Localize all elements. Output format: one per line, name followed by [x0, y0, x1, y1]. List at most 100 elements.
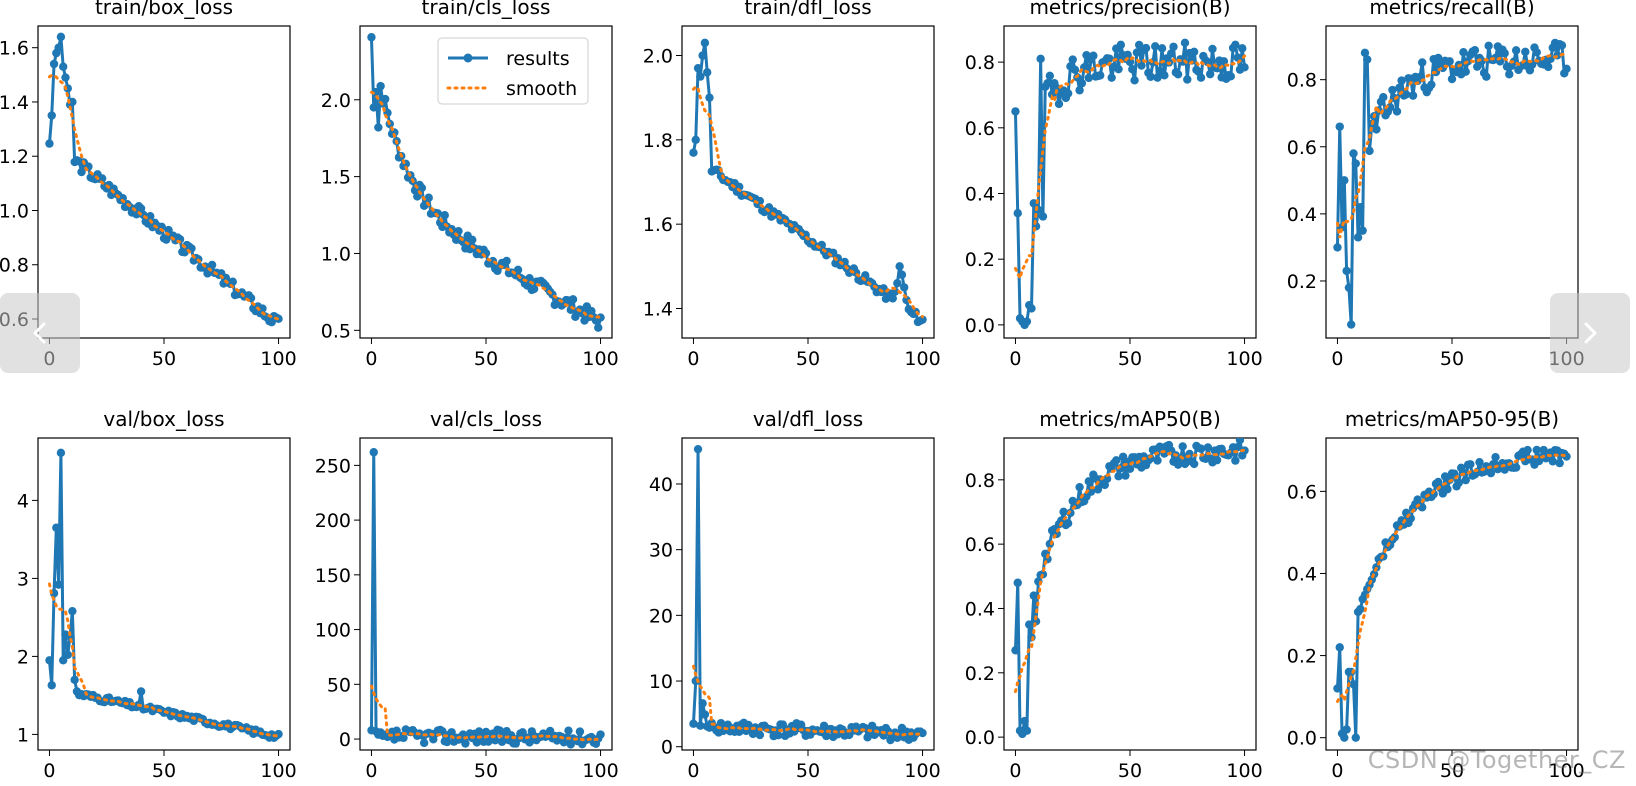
results-point [1183, 75, 1192, 84]
results-point [399, 733, 408, 743]
y-tick-label: 2 [17, 646, 29, 668]
y-tick-label: 0.0 [1287, 728, 1317, 750]
results-point [1189, 47, 1199, 57]
y-tick-label: 0.8 [0, 255, 29, 277]
y-tick-label: 1 [17, 724, 29, 746]
chart-title: metrics/mAP50(B) [1039, 407, 1221, 431]
y-tick-label: 2.0 [643, 46, 673, 68]
results-point [1146, 72, 1155, 81]
y-tick-label: 0.8 [965, 52, 995, 74]
x-tick-label: 50 [474, 760, 498, 782]
results-point [1466, 460, 1475, 469]
y-tick-label: 250 [315, 455, 351, 477]
results-point [1521, 47, 1530, 56]
results-point [900, 283, 909, 292]
results-point [1022, 726, 1032, 735]
x-tick-label: 0 [1009, 348, 1021, 370]
results-point [1038, 212, 1048, 221]
y-tick-label: 0.6 [965, 534, 995, 556]
results-point [136, 204, 146, 213]
results-point [691, 135, 700, 145]
results-point [1070, 65, 1080, 74]
results-point [1461, 475, 1470, 485]
results-point [1395, 83, 1404, 93]
results-point [700, 710, 710, 719]
results-point [1130, 76, 1139, 85]
results-point [1447, 74, 1457, 84]
results-point [1356, 202, 1365, 212]
results-point [698, 51, 707, 60]
y-tick-label: 1.4 [643, 298, 673, 320]
results-point [1096, 71, 1105, 80]
results-point [374, 123, 383, 132]
results-point [895, 262, 904, 271]
plot-area [1333, 445, 1571, 742]
results-point [1461, 67, 1470, 76]
results-point [1180, 38, 1190, 48]
results-point [703, 68, 712, 77]
results-point [49, 59, 59, 69]
smooth-line [1013, 54, 1247, 283]
results-point [258, 304, 267, 313]
results-point [1358, 226, 1367, 235]
results-point [1219, 57, 1229, 66]
y-tick-label: 1.8 [643, 130, 673, 152]
chart-panel: val/dfl_loss 0 50 100 0 10 20 30 40 [649, 407, 941, 782]
results-point [689, 148, 698, 157]
results-point [1196, 73, 1206, 82]
plot-area [1011, 38, 1249, 330]
y-tick-label: 0.6 [965, 118, 995, 140]
results-point [1203, 443, 1213, 452]
results-point [1340, 733, 1349, 742]
smooth-line [369, 684, 603, 742]
results-point [1333, 684, 1342, 693]
y-tick-label: 0.2 [1287, 646, 1317, 668]
next-image-button[interactable] [1550, 293, 1630, 373]
results-point [68, 606, 77, 616]
y-tick-label: 1.6 [0, 38, 29, 60]
results-point [1360, 48, 1370, 58]
y-tick-label: 1.0 [321, 243, 351, 265]
results-point [1555, 458, 1564, 468]
results-point [1562, 64, 1571, 74]
results-point [1141, 43, 1151, 53]
results-point [118, 193, 127, 203]
x-tick-label: 50 [152, 760, 176, 782]
y-tick-label: 1.2 [0, 146, 29, 168]
results-point [1128, 64, 1137, 74]
results-point [47, 681, 56, 690]
results-point [1454, 478, 1464, 487]
results-point [1397, 76, 1406, 85]
results-point [893, 278, 902, 288]
results-point [1084, 73, 1093, 83]
results-point [1427, 80, 1436, 89]
y-tick-label: 0 [661, 737, 673, 759]
results-point [1107, 73, 1116, 82]
smooth-line [47, 73, 281, 321]
results-point [1340, 176, 1349, 185]
results-point [1059, 507, 1068, 517]
results-point [1013, 209, 1022, 218]
results-point [1333, 243, 1342, 252]
results-point [1086, 487, 1096, 496]
results-point [1231, 40, 1240, 50]
results-point [1349, 149, 1358, 158]
legend-results-marker [463, 53, 473, 63]
legend-smooth-label: smooth [506, 78, 577, 100]
results-point [1356, 604, 1365, 614]
results-point [735, 727, 744, 737]
results-point [381, 94, 390, 104]
results-point [1365, 146, 1374, 156]
y-tick-label: 0.6 [1287, 137, 1317, 159]
chart-title: val/dfl_loss [753, 407, 863, 431]
results-point [1401, 90, 1411, 99]
results-point [447, 728, 456, 737]
smooth-line [1335, 52, 1569, 239]
results-point [1238, 44, 1247, 53]
results-point [1123, 50, 1132, 60]
chart-panel: metrics/precision(B) 0 50 100 0.0 0.2 0.4 0.6 0.… [965, 0, 1263, 370]
results-point [700, 38, 710, 48]
results-point [1505, 70, 1514, 79]
previous-image-button[interactable] [0, 293, 80, 373]
